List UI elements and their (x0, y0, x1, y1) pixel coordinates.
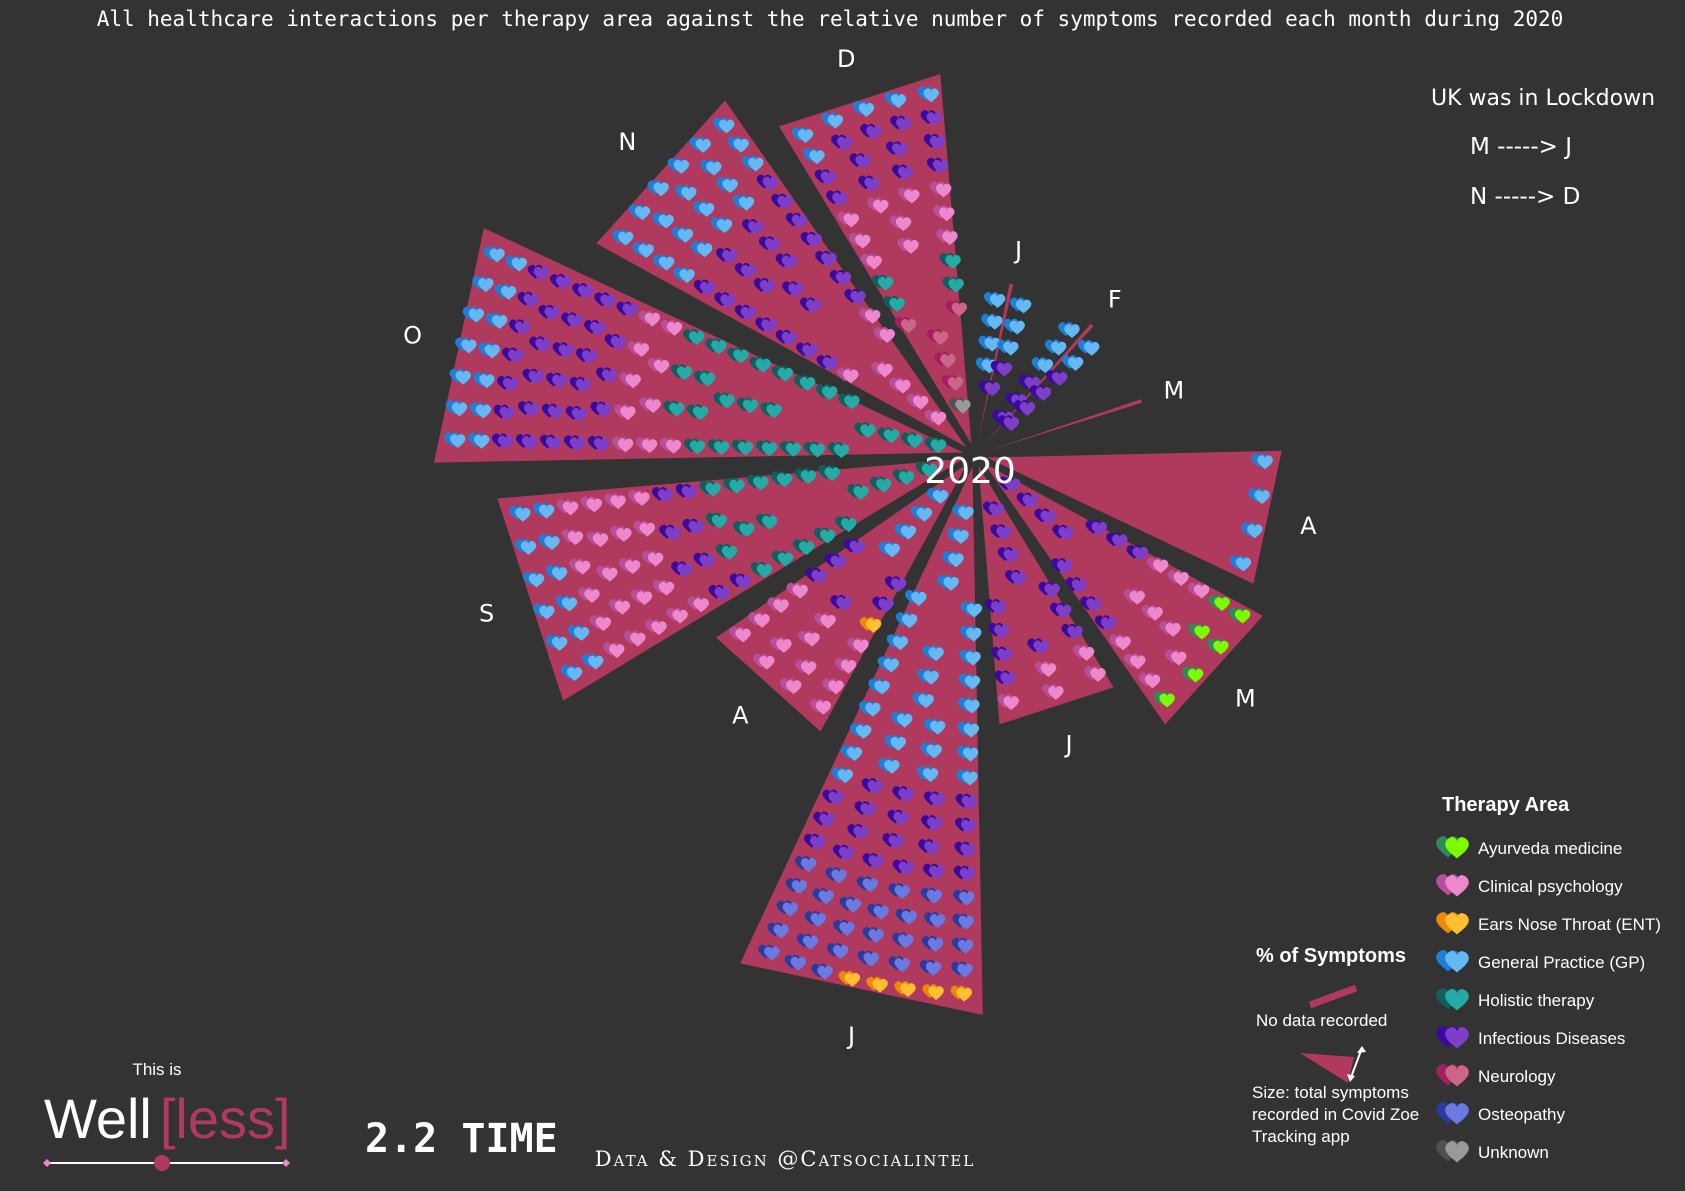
lockdown-period-1: M -----> J (1470, 134, 1572, 160)
legend-label: Neurology (1478, 1067, 1556, 1086)
month-label-11: N (618, 128, 636, 156)
size-note: Size: total symptoms recorded in Covid Z… (1252, 1083, 1424, 1146)
month-label-5: M (1235, 684, 1256, 712)
month-label-2: F (1108, 286, 1122, 314)
wedge-month-4 (986, 450, 1282, 584)
legend-label: Ayurveda medicine (1478, 839, 1622, 858)
month-label-12: D (837, 45, 855, 73)
lockdown-period-2: N -----> D (1470, 184, 1580, 210)
legend-items: Ayurveda medicine Clinical psychology Ears… (1436, 836, 1661, 1163)
brand-name-main: Well (44, 1087, 152, 1150)
month-label-1: J (1013, 237, 1022, 265)
legend-label: Infectious Diseases (1478, 1029, 1625, 1048)
legend-label: Clinical psychology (1478, 877, 1623, 896)
no-data-label: No data recorded (1256, 1011, 1387, 1030)
month-label-6: J (1064, 731, 1073, 759)
legend-item: Osteopathy (1436, 1102, 1565, 1125)
legend-item: Holistic therapy (1436, 988, 1595, 1011)
legend-item: Infectious Diseases (1436, 1026, 1625, 1049)
wedge-month-3 (986, 399, 1142, 452)
size-note-line-1: Size: total symptoms (1252, 1083, 1409, 1102)
month-label-3: M (1163, 376, 1184, 404)
size-arrow-head-bottom (1347, 1074, 1355, 1082)
legend-item: Unknown (1436, 1140, 1549, 1163)
legend-item: Neurology (1436, 1064, 1556, 1087)
month-label-9: S (479, 600, 494, 628)
legend-item: Ayurveda medicine (1436, 836, 1622, 859)
wedge-month-6 (978, 466, 1114, 725)
legend-item: Ears Nose Throat (ENT) (1436, 912, 1661, 935)
no-data-sliver (1308, 984, 1358, 1009)
legend-item: Clinical psychology (1436, 874, 1623, 897)
credit-line: Data & Design @Catsocialintel (595, 1147, 976, 1171)
legend-label: Unknown (1478, 1143, 1549, 1162)
brand-logo: This is Well [less] (43, 1060, 291, 1171)
brand-diamond-left (43, 1159, 51, 1167)
brand-prefix: This is (132, 1060, 181, 1079)
center-year-label: 2020 (924, 451, 1016, 492)
size-arrow-head-top (1357, 1046, 1366, 1053)
legend-label: Osteopathy (1478, 1105, 1565, 1124)
size-example-wedge (1300, 1053, 1354, 1083)
size-note-line-2: recorded in Covid Zoe (1252, 1105, 1419, 1124)
legend-item: General Practice (GP) (1436, 950, 1645, 973)
month-label-7: J (846, 1022, 855, 1050)
therapy-legend: Therapy Area Ayurveda medicine Clinical p… (1436, 794, 1661, 1163)
wedge-month-7 (740, 466, 983, 1015)
month-label-4: A (1300, 512, 1317, 540)
legend-label: General Practice (GP) (1478, 953, 1645, 972)
size-arrow (1349, 1047, 1363, 1081)
brand-diamond-right (282, 1159, 290, 1167)
brand-name-accent: [less] (160, 1087, 291, 1150)
month-label-8: A (732, 702, 749, 730)
symptom-size-legend: % of Symptoms No data recorded Size: tot… (1252, 945, 1424, 1146)
size-note-line-3: Tracking app (1252, 1127, 1350, 1146)
lockdown-note: UK was in Lockdown M -----> J N -----> D (1431, 86, 1655, 210)
legend-label: Ears Nose Throat (ENT) (1478, 915, 1661, 934)
legend-label: Holistic therapy (1478, 991, 1595, 1010)
chart-title: All healthcare interactions per therapy … (97, 7, 1564, 31)
month-labels: J F M A M J J A S O N D (403, 45, 1317, 1050)
lockdown-heading: UK was in Lockdown (1431, 86, 1655, 111)
section-label: 2.2 TIME (365, 1116, 558, 1162)
symptom-legend-title: % of Symptoms (1256, 945, 1406, 967)
brand-dot (154, 1155, 170, 1171)
month-label-10: O (403, 321, 422, 349)
brand-wordmark: Well [less] (44, 1087, 291, 1150)
legend-title: Therapy Area (1442, 794, 1570, 816)
